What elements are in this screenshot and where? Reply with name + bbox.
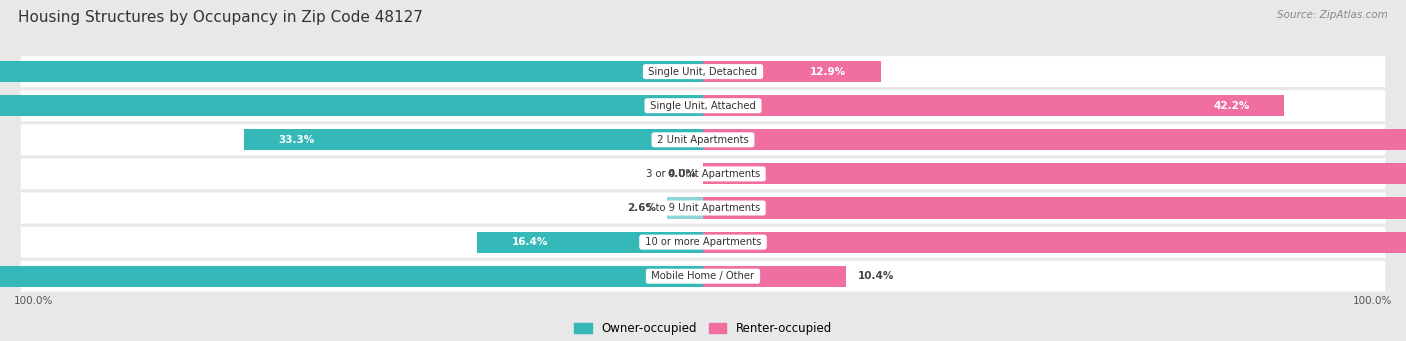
- Bar: [703, 163, 1406, 184]
- FancyBboxPatch shape: [21, 159, 1385, 190]
- Text: 33.3%: 33.3%: [278, 135, 315, 145]
- Bar: [668, 197, 703, 219]
- Text: 3 or 4 Unit Apartments: 3 or 4 Unit Apartments: [643, 169, 763, 179]
- FancyBboxPatch shape: [21, 261, 1385, 292]
- Text: 2 Unit Apartments: 2 Unit Apartments: [654, 135, 752, 145]
- Bar: [245, 129, 703, 150]
- Text: 12.9%: 12.9%: [810, 66, 846, 77]
- Text: 16.4%: 16.4%: [512, 237, 548, 247]
- Text: Single Unit, Attached: Single Unit, Attached: [647, 101, 759, 111]
- Text: 0.0%: 0.0%: [666, 169, 696, 179]
- Legend: Owner-occupied, Renter-occupied: Owner-occupied, Renter-occupied: [569, 317, 837, 340]
- FancyBboxPatch shape: [21, 193, 1385, 224]
- FancyBboxPatch shape: [21, 124, 1385, 155]
- Bar: [703, 197, 1406, 219]
- Text: Single Unit, Detached: Single Unit, Detached: [645, 66, 761, 77]
- Bar: [703, 232, 1406, 253]
- Bar: [0, 266, 703, 287]
- Text: 2.6%: 2.6%: [627, 203, 657, 213]
- Text: 10 or more Apartments: 10 or more Apartments: [641, 237, 765, 247]
- Text: 5 to 9 Unit Apartments: 5 to 9 Unit Apartments: [643, 203, 763, 213]
- Text: Housing Structures by Occupancy in Zip Code 48127: Housing Structures by Occupancy in Zip C…: [18, 10, 423, 25]
- Bar: [703, 266, 846, 287]
- Text: 100.0%: 100.0%: [1353, 296, 1392, 306]
- Text: Source: ZipAtlas.com: Source: ZipAtlas.com: [1277, 10, 1388, 20]
- Bar: [703, 129, 1406, 150]
- Bar: [703, 95, 1285, 116]
- Text: 100.0%: 100.0%: [14, 296, 53, 306]
- Bar: [0, 95, 703, 116]
- Text: 42.2%: 42.2%: [1213, 101, 1250, 111]
- FancyBboxPatch shape: [21, 227, 1385, 258]
- FancyBboxPatch shape: [21, 90, 1385, 121]
- Text: 10.4%: 10.4%: [858, 271, 894, 281]
- Bar: [0, 61, 703, 82]
- FancyBboxPatch shape: [21, 56, 1385, 87]
- Bar: [477, 232, 703, 253]
- Bar: [703, 61, 880, 82]
- Text: Mobile Home / Other: Mobile Home / Other: [648, 271, 758, 281]
